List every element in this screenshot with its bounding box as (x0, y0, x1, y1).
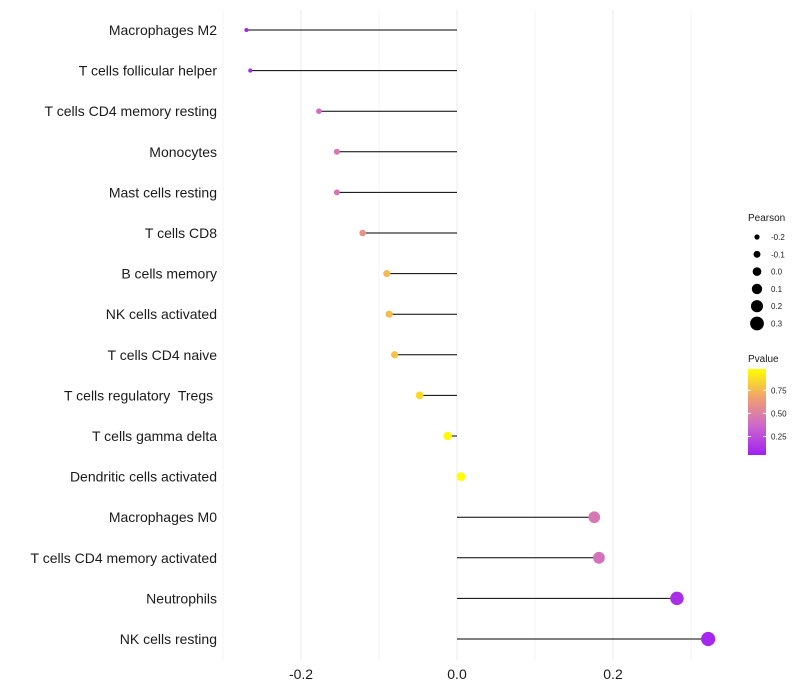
pearson-legend: Pearson -0.2 -0.1 0.0 0.1 0.2 0.3 (748, 213, 785, 331)
data-point (333, 189, 340, 196)
category-label: T cells follicular helper (79, 63, 218, 79)
pearson-legend-title: Pearson (748, 213, 785, 224)
category-label: T cells CD4 memory resting (45, 103, 217, 119)
data-point (588, 511, 601, 524)
pvalue-colorbar (748, 369, 766, 455)
data-point (383, 270, 391, 278)
x-tick-label: 0.2 (603, 666, 623, 682)
data-point (316, 108, 322, 114)
grid (222, 10, 692, 660)
category-label: Macrophages M0 (109, 509, 217, 525)
pearson-legend-key (754, 234, 760, 240)
data-point (443, 431, 452, 441)
data-point (385, 310, 393, 318)
category-label: Dendritic cells activated (70, 469, 217, 485)
x-tick-label: 0.0 (447, 666, 467, 682)
pearson-legend-label: 0.0 (771, 268, 783, 277)
pvalue-legend-label: 0.25 (771, 433, 787, 442)
pearson-legend-key (750, 316, 764, 331)
pearson-legend-label: -0.2 (771, 233, 785, 242)
data-point (248, 68, 253, 73)
category-label: T cells CD4 memory activated (31, 550, 217, 566)
x-tick-label: -0.2 (289, 666, 313, 682)
pearson-legend-label: 0.3 (771, 320, 783, 329)
category-label: T cells CD4 naive (108, 347, 218, 363)
pvalue-legend-title: Pvalue (748, 354, 779, 365)
y-axis-labels: Macrophages M2 T cells follicular helper T… (31, 22, 218, 647)
stems (246, 29, 709, 640)
data-point (390, 351, 399, 359)
category-label: NK cells activated (106, 306, 217, 322)
category-label: T cells regulatory Tregs (64, 387, 217, 403)
data-point (701, 631, 716, 647)
data-point (593, 551, 605, 564)
category-label: NK cells resting (120, 631, 217, 647)
x-axis-ticks: -0.2 0.0 0.2 (289, 666, 623, 682)
category-label: Mast cells resting (109, 184, 217, 200)
pearson-legend-label: 0.2 (771, 302, 783, 311)
data-point (359, 229, 366, 237)
data-point (244, 28, 249, 32)
category-label: Macrophages M2 (109, 22, 217, 38)
category-label: Neutrophils (146, 590, 217, 606)
pearson-legend-key (751, 283, 763, 295)
data-point (333, 148, 340, 155)
category-label: T cells CD8 (145, 225, 217, 241)
pearson-legend-label: -0.1 (771, 250, 785, 259)
category-label: Monocytes (149, 144, 217, 160)
pvalue-legend: Pvalue 0.25 0.50 0.75 (748, 354, 787, 455)
pearson-legend-key (753, 250, 761, 258)
data-point (670, 591, 684, 606)
data-point (415, 391, 424, 400)
category-label: T cells gamma delta (92, 428, 217, 444)
pearson-legend-key (750, 300, 764, 313)
pearson-legend-label: 0.1 (771, 285, 783, 294)
pearson-legend-key (752, 267, 762, 276)
pvalue-legend-label: 0.50 (771, 409, 787, 418)
data-point (456, 472, 466, 481)
points (244, 28, 716, 647)
category-label: B cells memory (121, 266, 217, 282)
pvalue-legend-label: 0.75 (771, 386, 787, 395)
